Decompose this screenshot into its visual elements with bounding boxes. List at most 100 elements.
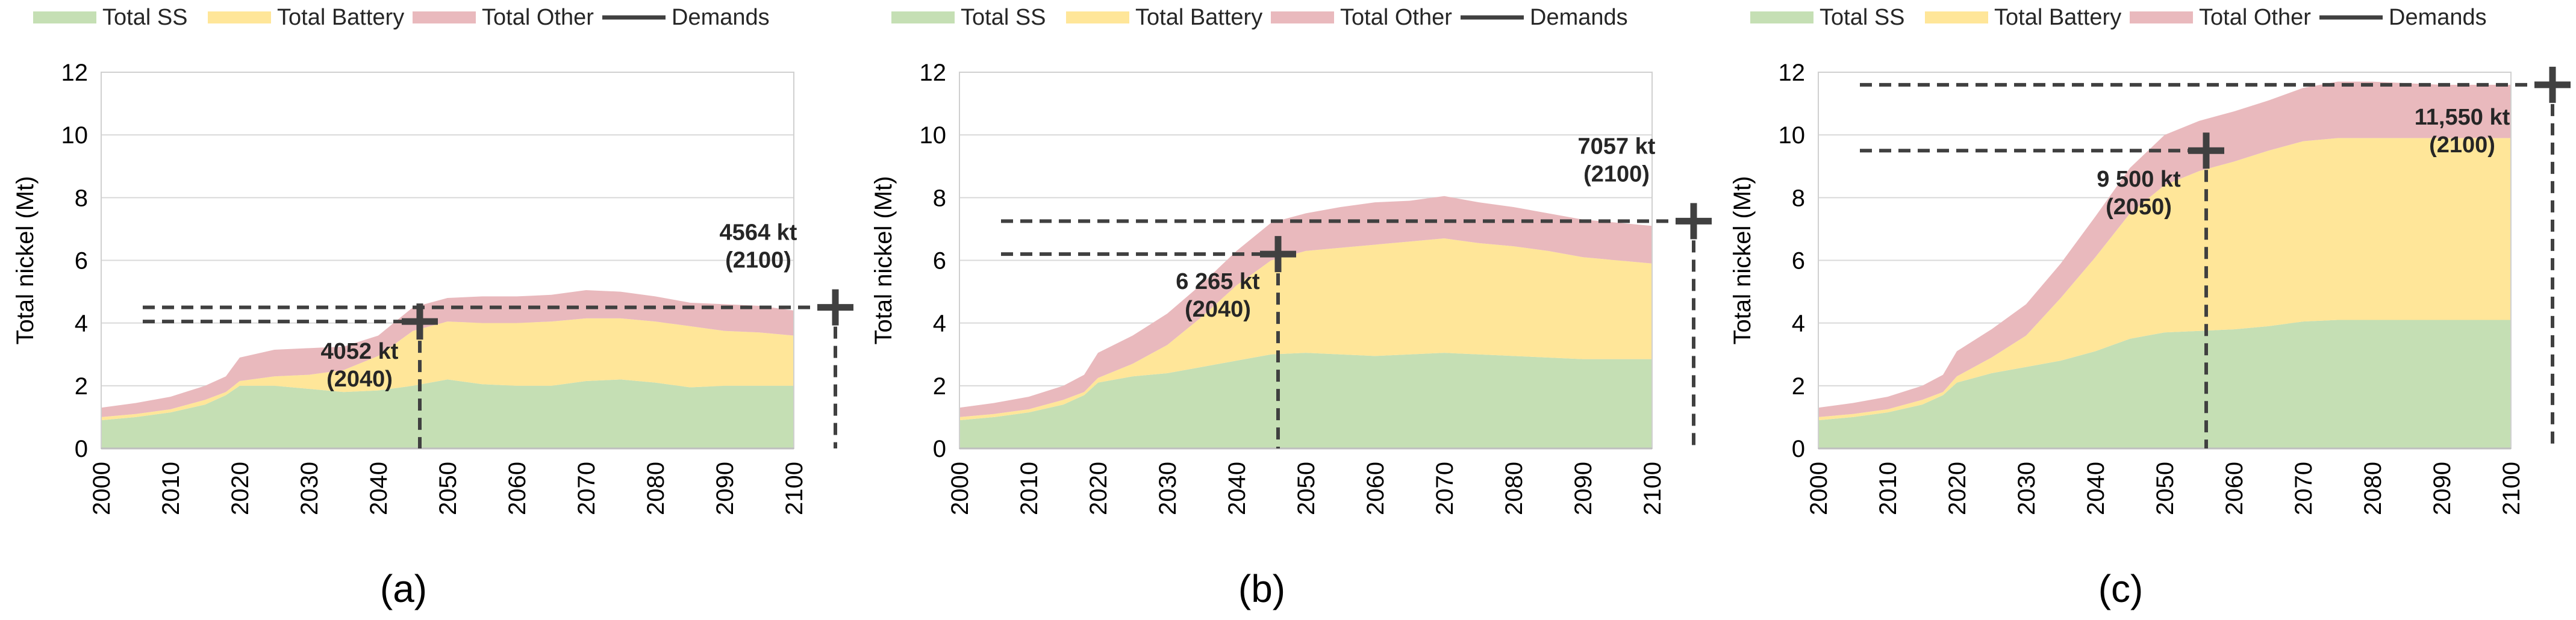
y-tick-label: 8: [75, 185, 88, 211]
legend-label: Demands: [2389, 5, 2487, 30]
demand-year-label: (2100): [2429, 132, 2495, 158]
area-series-total-ss: [1818, 320, 2511, 448]
legend-swatch-2: [1271, 11, 1334, 23]
chart-legend: Total SS Total Battery Total Other Demands: [1750, 5, 2487, 30]
area-series-total-ss: [101, 379, 794, 448]
x-tick-label: 2020: [227, 462, 254, 515]
demand-year-label: (2100): [1583, 161, 1650, 187]
y-tick-label: 10: [61, 122, 89, 149]
area-series-total-ss: [959, 353, 1652, 448]
legend-swatch-2: [413, 11, 476, 23]
x-tick-label: 2020: [1944, 462, 1971, 515]
x-tick-label: 2010: [158, 462, 184, 515]
demand-year-label: (2040): [326, 367, 393, 392]
legend-label: Demands: [672, 5, 770, 30]
x-tick-label: 2000: [89, 462, 115, 515]
demand-value-label: 9 500 kt: [2097, 167, 2181, 192]
x-tick-label: 2010: [1016, 462, 1043, 515]
demand-marker-1: 7057 kt(2100): [1001, 134, 1712, 448]
y-tick-label: 12: [920, 60, 947, 86]
demand-marker-0: 9 500 kt(2050): [1860, 132, 2224, 448]
x-tick-label: 2050: [435, 462, 461, 515]
y-tick-label: 4: [1792, 311, 1805, 337]
demand-marker-0: 6 265 kt (2040): [1001, 236, 1296, 448]
x-tick-label: 2090: [1570, 462, 1597, 515]
y-tick-label: 0: [933, 436, 946, 462]
legend-label: Total Battery: [1135, 5, 1262, 30]
demand-year-label: (2050): [2106, 194, 2172, 220]
x-tick-label: 2080: [643, 462, 669, 515]
x-tick-label: 2020: [1085, 462, 1112, 515]
x-tick-label: 2100: [781, 462, 808, 515]
x-tick-label: 2030: [296, 462, 323, 515]
chart-legend: Total SS Total Battery Total Other Demands: [33, 5, 770, 30]
area-series-total-other: [1818, 81, 2511, 417]
legend-label: Total Other: [2199, 5, 2311, 30]
y-tick-label: 2: [933, 373, 946, 400]
legend-swatch-1: [208, 11, 271, 23]
y-tick-label: 2: [75, 373, 88, 400]
x-tick-label: 2010: [1875, 462, 1901, 515]
y-tick-label: 12: [61, 60, 89, 86]
legend-swatch-1: [1925, 11, 1988, 23]
legend-swatch-0: [891, 11, 955, 23]
x-tick-label: 2050: [1293, 462, 1320, 515]
demand-marker-0: 4052 kt (2040): [143, 303, 438, 448]
y-tick-label: 4: [75, 311, 88, 337]
area-series-total-battery: [959, 238, 1652, 421]
y-axis-label: Total nickel (Mt): [1729, 176, 1756, 344]
y-tick-label: 6: [75, 248, 88, 274]
y-tick-label: 8: [1792, 185, 1805, 211]
x-tick-label: 2030: [1155, 462, 1181, 515]
area-series-total-battery: [1818, 138, 2511, 421]
y-tick-label: 12: [1779, 60, 1806, 86]
legend-label: Total Other: [1340, 5, 1452, 30]
y-tick-label: 10: [920, 122, 947, 149]
chart-panel-a: Total SS Total Battery Total Other Demands 0…: [12, 5, 853, 610]
x-tick-label: 2060: [504, 462, 531, 515]
y-tick-label: 2: [1792, 373, 1805, 400]
demand-marker-1: 4564 kt(2100): [143, 220, 853, 448]
chart-panel-b: Total SS Total Battery Total Other Demands 0…: [870, 5, 1712, 610]
legend-swatch-2: [2130, 11, 2193, 23]
x-tick-label: 2040: [366, 462, 392, 515]
y-tick-label: 0: [75, 436, 88, 462]
x-tick-label: 2040: [1224, 462, 1250, 515]
x-tick-label: 2070: [2291, 462, 2317, 515]
y-tick-label: 0: [1792, 436, 1805, 462]
panel-label: (a): [380, 567, 427, 610]
legend-label: Total SS: [961, 5, 1046, 30]
y-tick-label: 10: [1779, 122, 1806, 149]
y-tick-label: 4: [933, 311, 946, 337]
legend-label: Total Battery: [277, 5, 404, 30]
legend-label: Demands: [1530, 5, 1628, 30]
x-tick-label: 2070: [573, 462, 600, 515]
x-tick-label: 2050: [2152, 462, 2178, 515]
y-axis-label: Total nickel (Mt): [12, 176, 39, 344]
demand-marker-1: 11,550 kt(2100): [1860, 66, 2571, 448]
area-series-total-other: [101, 290, 794, 417]
x-tick-label: 2070: [1432, 462, 1458, 515]
legend-label: Total Other: [482, 5, 594, 30]
demand-value-label: 4052 kt: [321, 339, 399, 364]
area-series-total-other: [959, 196, 1652, 417]
legend-swatch-0: [33, 11, 96, 23]
area-series-total-battery: [101, 318, 794, 421]
demand-value-label: 7057 kt: [1578, 134, 1656, 159]
x-tick-label: 2080: [1501, 462, 1527, 515]
x-tick-label: 2090: [2429, 462, 2456, 515]
demand-value-label: 6 265 kt: [1176, 269, 1260, 294]
demand-value-label: 4564 kt: [720, 220, 797, 246]
demand-value-label: 11,550 kt: [2415, 105, 2510, 130]
y-tick-label: 8: [933, 185, 946, 211]
x-tick-label: 2060: [2221, 462, 2248, 515]
x-tick-label: 2100: [1639, 462, 1666, 515]
demand-year-label: (2100): [725, 248, 791, 273]
x-tick-label: 2090: [712, 462, 738, 515]
legend-swatch-1: [1066, 11, 1129, 23]
x-tick-label: 2080: [2360, 462, 2386, 515]
legend-label: Total SS: [102, 5, 188, 30]
chart-legend: Total SS Total Battery Total Other Demands: [891, 5, 1628, 30]
x-tick-label: 2030: [2013, 462, 2040, 515]
